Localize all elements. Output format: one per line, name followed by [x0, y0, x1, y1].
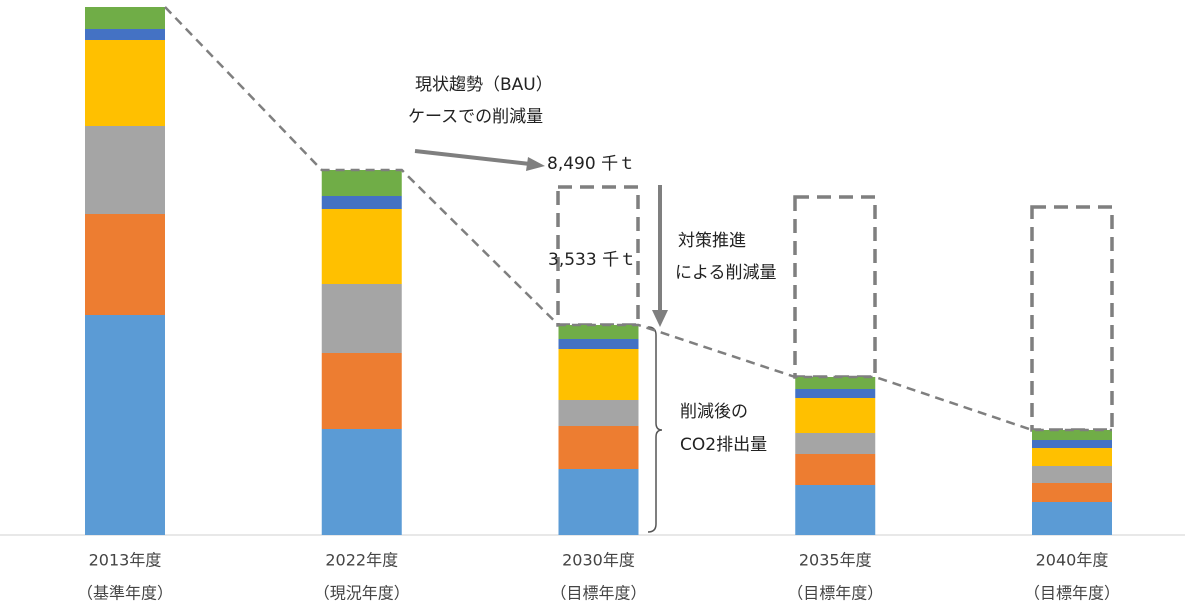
- bar-segment: [558, 426, 639, 469]
- brace: [647, 326, 663, 533]
- bar-segment: [85, 126, 165, 214]
- bar-segment: [1032, 440, 1112, 448]
- bars: [85, 7, 1112, 535]
- bar-segment: [795, 389, 876, 398]
- bar-segment: [795, 433, 876, 454]
- bar-segment: [85, 40, 165, 126]
- annotation: CO2排出量: [680, 435, 767, 455]
- annotation: 削減後の: [680, 402, 748, 422]
- bar-segment: [321, 353, 402, 429]
- bau-box: [793, 195, 877, 379]
- bar-segment: [795, 377, 876, 389]
- bar-segment: [85, 214, 165, 315]
- bar-segment: [558, 325, 639, 339]
- x-tick-label: （基準年度）: [77, 584, 173, 603]
- bar-segment: [795, 485, 876, 535]
- annotation: 8,490 千ｔ: [547, 154, 635, 174]
- bar-segment: [1032, 502, 1112, 535]
- annotation: 対策推進: [678, 231, 746, 251]
- annotation: ケースでの削減量: [408, 107, 543, 127]
- x-tick-label: 2030年度: [562, 551, 635, 570]
- annotation: 現状趨勢（BAU）: [415, 75, 553, 95]
- bar-segment: [558, 339, 639, 349]
- arrow-head: [526, 157, 545, 171]
- bar-segment: [321, 284, 402, 353]
- arrow: [414, 149, 531, 166]
- bar-segment: [1032, 483, 1112, 502]
- x-tick-label: 2022年度: [325, 551, 398, 570]
- x-tick-label: 2040年度: [1036, 551, 1109, 570]
- bar-segment: [85, 7, 165, 29]
- bar-segment: [321, 170, 402, 196]
- bar-segment: [85, 29, 165, 40]
- bar-segment: [321, 429, 402, 535]
- bar-segment: [321, 196, 402, 209]
- trend-line: [164, 6, 1112, 432]
- bar-segment: [1032, 466, 1112, 483]
- bar-segment: [321, 209, 402, 284]
- bar-segment: [795, 454, 876, 485]
- x-tick-label: （目標年度）: [1024, 584, 1120, 603]
- bar-segment: [1032, 430, 1112, 440]
- bar-segment: [795, 398, 876, 433]
- x-tick-label: （目標年度）: [787, 584, 883, 603]
- bar-segment: [85, 315, 165, 535]
- x-tick-label: （目標年度）: [550, 584, 646, 603]
- annotation: 3,533 千ｔ: [548, 250, 636, 270]
- x-tick-label: 2035年度: [799, 551, 872, 570]
- arrow-head: [652, 310, 668, 327]
- x-tick-label: （現況年度）: [314, 584, 410, 603]
- bau-box: [1030, 205, 1114, 432]
- bar-segment: [558, 349, 639, 400]
- x-tick-label: 2013年度: [89, 551, 162, 570]
- bar-segment: [558, 469, 639, 535]
- bar-segment: [558, 400, 639, 426]
- bar-segment: [1032, 448, 1112, 466]
- annotation: による削減量: [675, 263, 777, 283]
